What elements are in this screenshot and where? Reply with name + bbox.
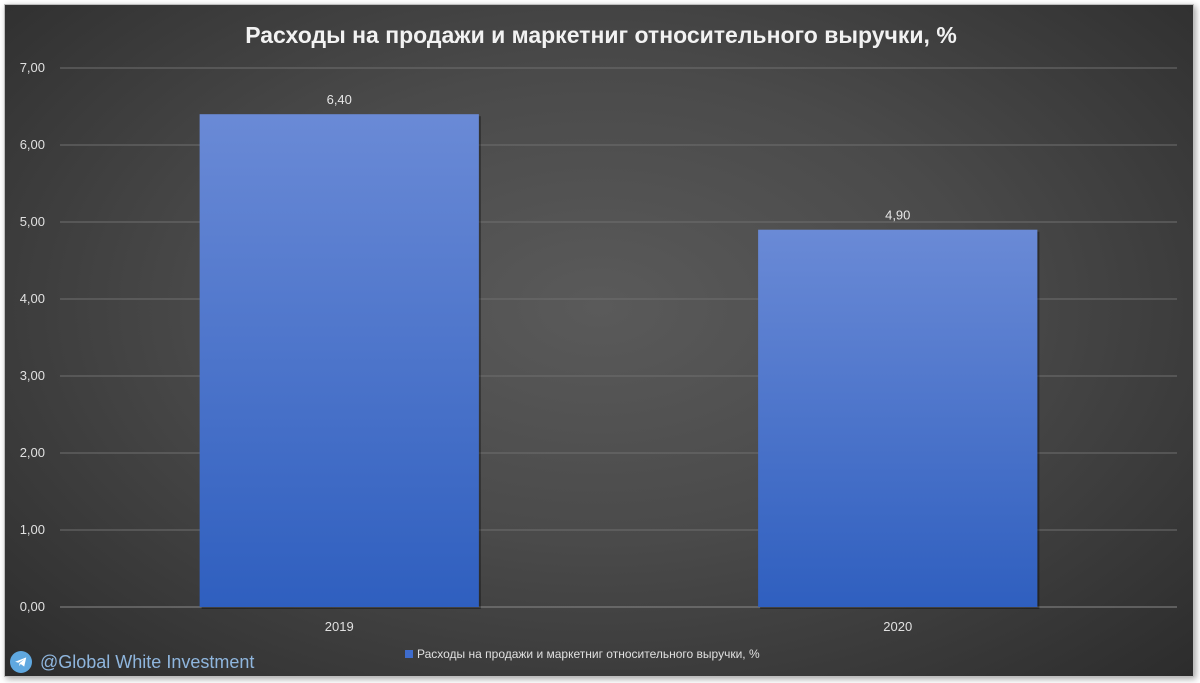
telegram-icon — [10, 651, 32, 673]
y-tick-label: 4,00 — [20, 291, 45, 306]
legend-label: Расходы на продажи и маркетниг относител… — [417, 647, 760, 661]
x-tick-label: 2020 — [883, 619, 912, 634]
y-tick-label: 6,00 — [20, 137, 45, 152]
y-tick-label: 1,00 — [20, 522, 45, 537]
y-tick-label: 7,00 — [20, 60, 45, 75]
x-axis-ticks: 2019 2020 — [325, 619, 912, 634]
legend-swatch — [405, 650, 413, 658]
y-tick-label: 5,00 — [20, 214, 45, 229]
y-tick-label: 0,00 — [20, 599, 45, 614]
data-label: 6,40 — [327, 92, 352, 107]
bar — [199, 114, 479, 607]
bar-chart: Расходы на продажи и маркетниг относител… — [20, 22, 1177, 661]
y-tick-label: 2,00 — [20, 445, 45, 460]
y-axis-ticks: 0,00 1,00 2,00 3,00 4,00 5,00 6,00 7,00 — [20, 60, 45, 614]
legend: Расходы на продажи и маркетниг относител… — [405, 647, 760, 661]
bar — [758, 229, 1038, 607]
watermark: @Global White Investment — [10, 650, 254, 674]
data-label: 4,90 — [885, 208, 910, 223]
y-tick-label: 3,00 — [20, 368, 45, 383]
x-tick-label: 2019 — [325, 619, 354, 634]
chart-title: Расходы на продажи и маркетниг относител… — [245, 22, 957, 48]
chart-frame: Расходы на продажи и маркетниг относител… — [4, 4, 1194, 677]
bars: 6,40 4,90 — [199, 92, 1040, 609]
watermark-text: @Global White Investment — [40, 651, 255, 672]
